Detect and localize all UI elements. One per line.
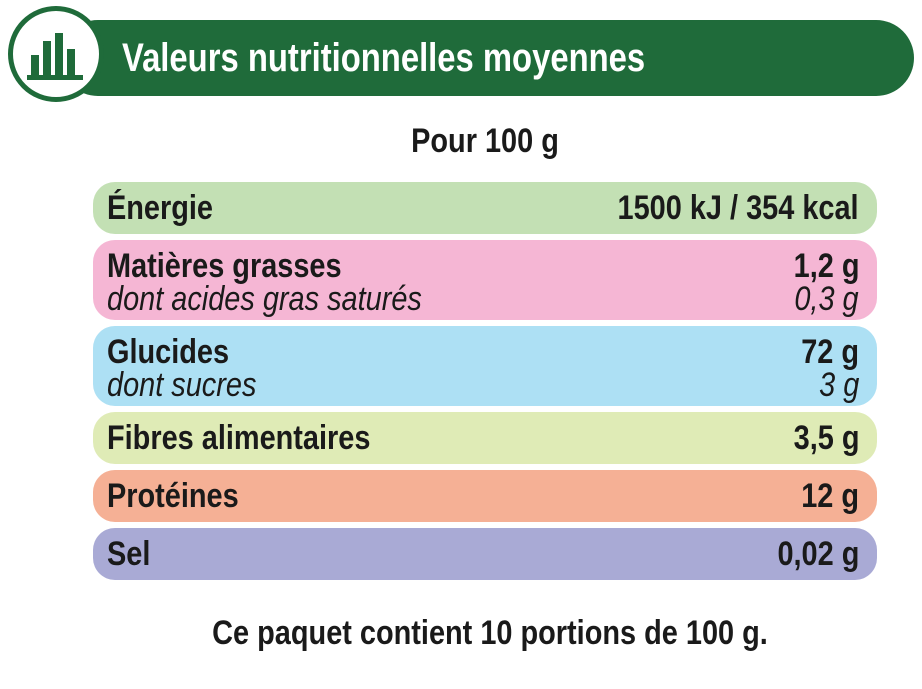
nutrient-row: Matières grasses 1,2 g dont acides gras sa… <box>93 240 877 320</box>
nutrient-row: Protéines 12 g <box>93 470 877 522</box>
nutrient-label: Matières grasses <box>107 247 342 285</box>
nutrient-line: dont acides gras saturés 0,3 g <box>107 282 859 316</box>
logo-icon <box>27 33 83 80</box>
logo <box>8 6 104 102</box>
nutrient-line: Matières grasses 1,2 g <box>107 244 859 288</box>
nutrient-line: Énergie 1500 kJ / 354 kcal <box>107 186 859 230</box>
nutrient-value: 3 g <box>818 366 859 404</box>
nutrient-label: dont acides gras saturés <box>107 280 422 318</box>
nutrient-row: Fibres alimentaires 3,5 g <box>93 412 877 464</box>
nutrient-label: Fibres alimentaires <box>107 419 371 457</box>
subtitle: Pour 100 g <box>411 122 559 160</box>
nutrient-line: Protéines 12 g <box>107 474 859 518</box>
nutrient-label: Sel <box>107 535 151 573</box>
nutrient-line: Sel 0,02 g <box>107 532 859 576</box>
nutrient-value: 1500 kJ / 354 kcal <box>617 189 859 227</box>
nutrient-label: Protéines <box>107 477 239 515</box>
nutrient-value: 0,3 g <box>794 280 859 318</box>
nutrient-row: Sel 0,02 g <box>93 528 877 580</box>
header-title: Valeurs nutritionnelles moyennes <box>122 36 646 80</box>
nutrient-value: 12 g <box>801 477 859 515</box>
nutrient-value: 0,02 g <box>777 535 859 573</box>
header-banner: Valeurs nutritionnelles moyennes <box>60 20 914 96</box>
nutrient-row: Énergie 1500 kJ / 354 kcal <box>93 182 877 234</box>
nutrient-line: Fibres alimentaires 3,5 g <box>107 416 859 460</box>
footer: Ce paquet contient 10 portions de 100 g. <box>212 614 768 652</box>
nutrient-line: dont sucres 3 g <box>107 368 859 402</box>
nutrient-line: Glucides 72 g <box>107 330 859 374</box>
nutrient-value: 3,5 g <box>793 419 859 457</box>
nutrient-value: 1,2 g <box>793 247 859 285</box>
nutrient-label: Énergie <box>107 189 214 227</box>
nutrient-label: dont sucres <box>107 366 257 404</box>
nutrient-value: 72 g <box>801 333 859 371</box>
nutrient-label: Glucides <box>107 333 230 371</box>
nutrient-row: Glucides 72 g dont sucres 3 g <box>93 326 877 406</box>
nutrition-table: Énergie 1500 kJ / 354 kcal Matières grasse… <box>93 182 877 586</box>
